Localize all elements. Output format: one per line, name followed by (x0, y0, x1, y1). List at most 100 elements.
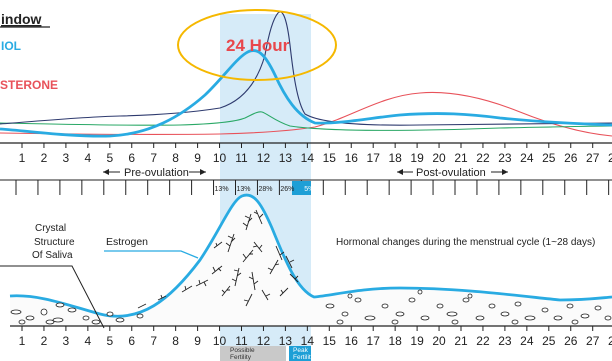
saliva-bubble (446, 311, 458, 317)
saliva-bubble (336, 319, 344, 325)
lower-day-label: 18 (388, 334, 402, 348)
saliva-bubble (571, 319, 579, 325)
upper-day-label: 15 (323, 151, 337, 165)
upper-day-label: 28 (608, 151, 612, 165)
lower-day-label: 21 (454, 334, 468, 348)
24-hour-highlight-ellipse (177, 9, 337, 81)
saliva-bubble (45, 319, 55, 325)
saliva-bubble (325, 303, 335, 309)
saliva-bubble (594, 305, 602, 311)
percent-label: 13% (215, 186, 229, 193)
lower-axis-ticks (21, 326, 594, 331)
upper-day-label: 18 (388, 151, 402, 165)
pre-ovulation-label: Pre-ovulation (124, 167, 189, 179)
lower-day-label: 27 (586, 334, 600, 348)
saliva-bubble (451, 319, 459, 325)
crystal-structure-label: Crystal Structure Of Saliva (32, 223, 75, 261)
percent-highlight-cell (292, 181, 311, 195)
percent-label: 28% (258, 186, 272, 193)
peak-fertility-box (289, 346, 311, 361)
lower-day-label: 2 (41, 334, 48, 348)
lower-day-label: 4 (85, 334, 92, 348)
lower-day-label: 5 (106, 334, 113, 348)
pre-ovulation-indicator: Pre-ovulation (103, 167, 206, 179)
upper-day-label: 3 (63, 151, 70, 165)
saliva-bubble (395, 311, 405, 317)
upper-day-label: 6 (128, 151, 135, 165)
saliva-bubble (462, 297, 470, 303)
lower-day-label: 28 (608, 334, 612, 348)
upper-day-label: 14 (301, 151, 315, 165)
lower-day-label: 9 (194, 334, 201, 348)
possible-fertility-label-2: Fertility (230, 354, 252, 361)
upper-day-labels: 1 2 3 4 5 6 7 8 9 10 11 12 13 14 15 16 17 18 19 20 21 22 23 24 2… (19, 151, 612, 165)
saliva-bubble (580, 313, 590, 319)
upper-day-label: 4 (85, 151, 92, 165)
progesterone-curve (0, 91, 612, 137)
lh-curve (0, 11, 612, 126)
possible-fertility-box (220, 346, 286, 361)
lower-day-label: 17 (367, 334, 381, 348)
24-hour-label: 24 Hour (226, 36, 290, 55)
upper-day-label: 2 (41, 151, 48, 165)
legend-progesterone: STERONE (0, 78, 58, 92)
percent-label: 26% (280, 186, 294, 193)
saliva-bubble (347, 293, 353, 299)
saliva-bubble (25, 315, 35, 321)
saliva-bubble (18, 319, 26, 325)
lower-day-label: 16 (345, 334, 359, 348)
upper-day-label: 21 (454, 151, 468, 165)
post-ovulation-label: Post-ovulation (416, 167, 486, 179)
lower-day-label: 11 (235, 334, 248, 348)
upper-day-label: 19 (410, 151, 424, 165)
crystal-pointer-line (0, 265, 105, 329)
percent-label: 13% (236, 186, 250, 193)
saliva-bubble (354, 297, 362, 303)
legend-title: indow (1, 11, 42, 27)
saliva-bubble (115, 317, 125, 323)
lower-day-label: 3 (63, 334, 70, 348)
upper-day-label: 11 (235, 151, 248, 165)
fern-crystals (137, 209, 299, 309)
upper-day-label: 12 (257, 151, 271, 165)
upper-day-label: 5 (106, 151, 113, 165)
lower-estrogen-curve (9, 193, 612, 318)
upper-day-label: 10 (213, 151, 227, 165)
saliva-bubble (420, 315, 430, 321)
post-ovulation-indicator: Post-ovulation (397, 167, 508, 179)
saliva-crystal-area (10, 194, 612, 326)
saliva-bubbles (10, 289, 612, 325)
saliva-bubble (364, 315, 376, 321)
lower-day-label: 25 (542, 334, 556, 348)
upper-day-label: 25 (542, 151, 556, 165)
lower-day-label: 14 (301, 334, 315, 348)
lower-day-label: 15 (323, 334, 337, 348)
peak-fertility-label-2: Fertility (293, 354, 315, 361)
lower-day-labels: 1 2 3 4 5 6 7 8 9 10 11 12 13 14 15 16 17 18 19 20 21 22 23 24 2… (19, 334, 612, 348)
saliva-bubble (10, 309, 22, 315)
saliva-bubble (500, 311, 510, 317)
lower-day-label: 1 (19, 334, 26, 348)
saliva-bubble (604, 315, 612, 321)
upper-day-label: 24 (520, 151, 534, 165)
upper-day-label: 7 (150, 151, 157, 165)
saliva-bubble (488, 303, 496, 309)
saliva-bubble (55, 302, 65, 308)
lower-day-label: 19 (410, 334, 424, 348)
legend-estradiol: IOL (1, 39, 21, 53)
lower-day-label: 20 (432, 334, 446, 348)
saliva-bubble (475, 315, 485, 321)
upper-day-label: 27 (586, 151, 600, 165)
saliva-bubble (52, 317, 64, 323)
saliva-bubble (136, 313, 144, 319)
upper-day-label: 13 (279, 151, 293, 165)
upper-day-label: 23 (498, 151, 512, 165)
lower-day-label: 12 (257, 334, 271, 348)
saliva-bubble (514, 301, 522, 307)
percent-label: 5% (304, 186, 314, 193)
saliva-bubble (408, 297, 416, 303)
upper-axis-ticks (21, 143, 594, 148)
saliva-bubble (553, 315, 563, 321)
lower-day-label: 26 (564, 334, 578, 348)
saliva-bubble (381, 303, 389, 309)
